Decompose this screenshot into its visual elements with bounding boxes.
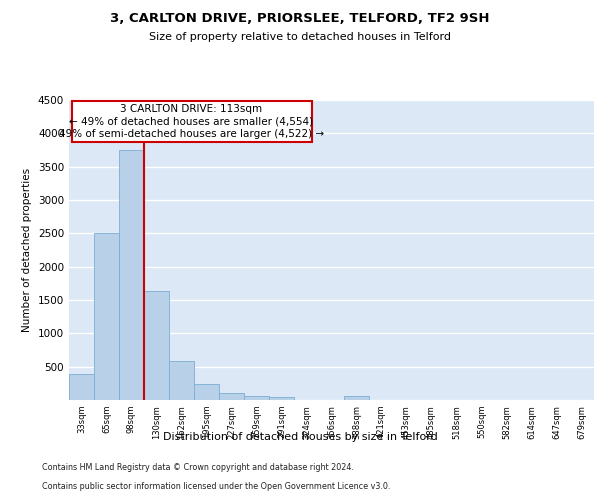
Bar xyxy=(69,374,94,400)
Text: 3, CARLTON DRIVE, PRIORSLEE, TELFORD, TF2 9SH: 3, CARLTON DRIVE, PRIORSLEE, TELFORD, TF… xyxy=(110,12,490,26)
Bar xyxy=(244,396,269,400)
Text: 49% of semi-detached houses are larger (4,522) →: 49% of semi-detached houses are larger (… xyxy=(59,130,324,140)
Text: Contains HM Land Registry data © Crown copyright and database right 2024.: Contains HM Land Registry data © Crown c… xyxy=(42,464,354,472)
Bar xyxy=(119,150,144,400)
Text: 3 CARLTON DRIVE: 113sqm: 3 CARLTON DRIVE: 113sqm xyxy=(121,104,263,114)
Text: Size of property relative to detached houses in Telford: Size of property relative to detached ho… xyxy=(149,32,451,42)
Text: Contains public sector information licensed under the Open Government Licence v3: Contains public sector information licen… xyxy=(42,482,391,491)
Bar xyxy=(344,396,369,400)
Text: Distribution of detached houses by size in Telford: Distribution of detached houses by size … xyxy=(163,432,437,442)
Bar xyxy=(219,392,244,400)
Bar xyxy=(169,360,194,400)
FancyBboxPatch shape xyxy=(71,100,311,142)
Text: ← 49% of detached houses are smaller (4,554): ← 49% of detached houses are smaller (4,… xyxy=(70,116,314,126)
Bar xyxy=(144,292,169,400)
Bar xyxy=(269,398,294,400)
Bar xyxy=(94,234,119,400)
Bar xyxy=(194,384,219,400)
Y-axis label: Number of detached properties: Number of detached properties xyxy=(22,168,32,332)
